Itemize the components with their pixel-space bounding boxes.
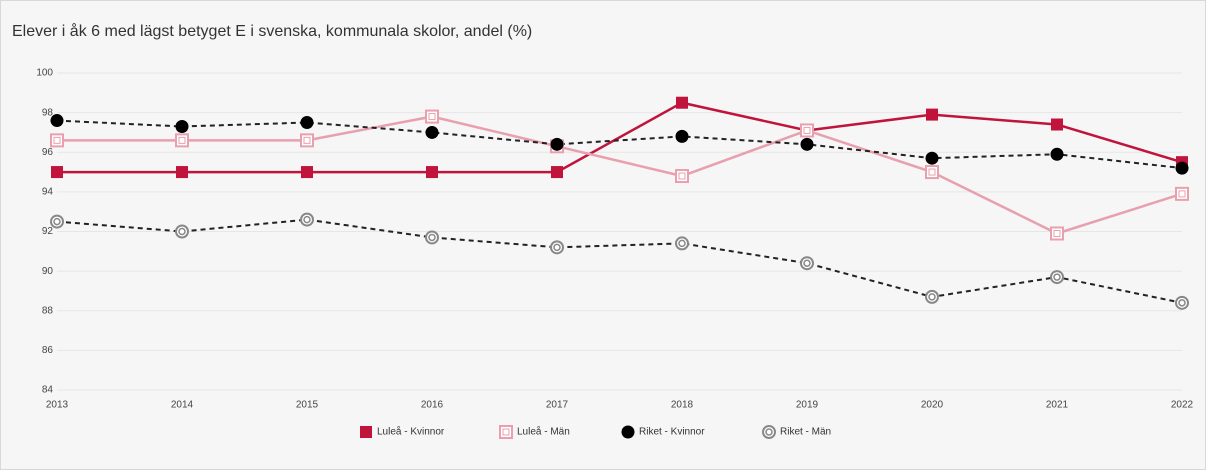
x-tick-label: 2014 — [171, 400, 194, 411]
x-tick-label: 2016 — [421, 400, 444, 411]
marker — [925, 151, 939, 165]
marker-inner — [428, 113, 436, 121]
x-tick-label: 2021 — [1046, 400, 1069, 411]
marker-inner — [1053, 229, 1061, 237]
marker-inner — [1053, 273, 1061, 281]
marker — [925, 165, 939, 180]
marker — [1175, 295, 1189, 310]
marker — [175, 119, 189, 133]
marker — [762, 425, 776, 439]
marker-inner — [928, 293, 936, 301]
y-tick-label: 84 — [42, 385, 54, 396]
marker-inner — [803, 259, 811, 267]
marker — [425, 125, 439, 139]
x-tick-label: 2019 — [796, 400, 819, 411]
series-line — [57, 101, 1183, 174]
x-tick-label: 2013 — [46, 400, 69, 411]
marker — [50, 133, 64, 148]
x-tick-label: 2020 — [921, 400, 944, 411]
marker — [50, 114, 64, 128]
marker — [676, 96, 688, 109]
series-line — [56, 218, 1183, 304]
marker — [1050, 270, 1064, 285]
series-line — [56, 119, 1183, 170]
x-tick-label: 2022 — [1171, 400, 1194, 411]
marker-inner — [178, 136, 186, 144]
marker — [360, 426, 372, 438]
marker — [300, 212, 314, 227]
marker-inner — [765, 428, 773, 436]
y-tick-label: 94 — [42, 187, 54, 198]
marker-inner — [303, 215, 311, 224]
marker — [925, 289, 939, 304]
marker — [425, 109, 439, 124]
marker-inner — [53, 217, 61, 226]
marker — [1175, 161, 1189, 175]
series-line — [57, 115, 1183, 235]
marker — [175, 133, 189, 148]
chart-title: Elever i åk 6 med lägst betyget E i sven… — [12, 22, 532, 40]
marker — [1050, 226, 1064, 241]
marker — [675, 169, 689, 184]
marker — [675, 129, 689, 143]
marker-inner — [1178, 299, 1186, 307]
y-tick-label: 92 — [42, 226, 54, 237]
y-tick-label: 90 — [42, 266, 54, 277]
legend-label: Luleå - Kvinnor — [377, 426, 445, 438]
marker — [675, 236, 689, 251]
y-tick-label: 96 — [42, 147, 54, 158]
marker — [551, 166, 563, 179]
marker — [926, 108, 938, 121]
marker — [50, 214, 64, 229]
y-tick-label: 86 — [42, 345, 54, 356]
marker-inner — [53, 136, 61, 144]
marker-inner — [502, 428, 510, 436]
y-tick-label: 88 — [42, 305, 54, 316]
marker — [176, 166, 188, 179]
marker-inner — [178, 227, 186, 236]
marker — [300, 133, 314, 148]
marker — [800, 256, 814, 271]
x-tick-label: 2018 — [671, 400, 694, 411]
marker-inner — [303, 136, 311, 144]
marker — [1175, 186, 1189, 201]
marker — [800, 123, 814, 138]
marker — [426, 166, 438, 179]
legend-label: Riket - Kvinnor — [639, 427, 705, 438]
marker-inner — [928, 168, 936, 176]
marker — [175, 224, 189, 239]
marker-inner — [428, 233, 436, 242]
y-tick-label: 100 — [36, 68, 53, 79]
marker — [1050, 147, 1064, 161]
marker — [425, 230, 439, 245]
x-tick-label: 2015 — [296, 400, 319, 411]
marker-inner — [803, 126, 811, 134]
marker-inner — [1178, 190, 1186, 198]
marker-inner — [678, 239, 686, 248]
marker — [550, 137, 564, 151]
marker-inner — [553, 243, 561, 252]
legend-label: Riket - Män — [780, 427, 831, 438]
legend-label: Luleå - Män — [517, 426, 570, 438]
x-tick-label: 2017 — [546, 400, 569, 411]
marker — [1051, 118, 1063, 131]
marker — [301, 166, 313, 179]
y-tick-label: 98 — [42, 107, 54, 118]
marker — [300, 116, 314, 130]
marker-inner — [678, 172, 686, 180]
marker — [621, 425, 635, 439]
marker — [499, 425, 513, 439]
marker — [800, 137, 814, 151]
marker — [51, 166, 63, 179]
marker — [550, 240, 564, 255]
